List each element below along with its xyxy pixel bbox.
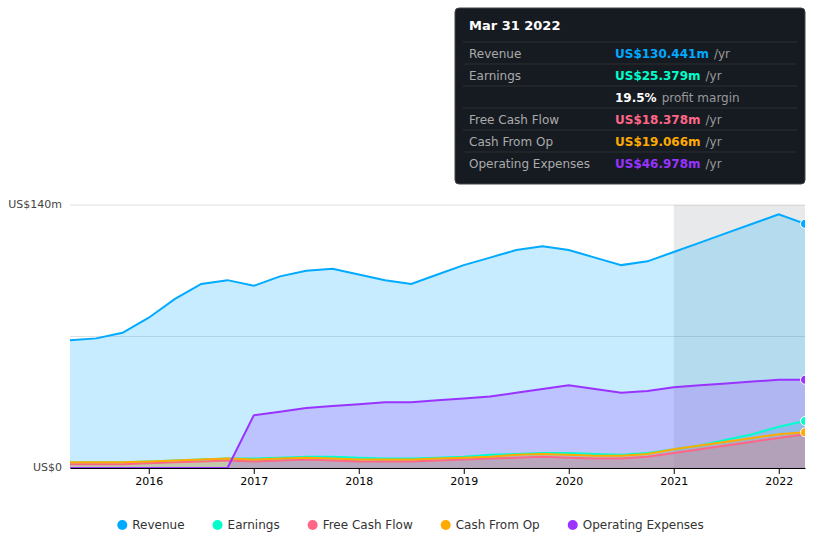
tooltip-suffix: /yr [706, 69, 722, 83]
tooltip-box [455, 8, 805, 184]
legend-swatch [441, 520, 451, 530]
x-tick-label: 2020 [555, 475, 583, 488]
x-tick-mark [149, 468, 150, 474]
area [70, 214, 805, 468]
x-tick: 2021 [660, 468, 688, 488]
legend-swatch [213, 520, 223, 530]
legend-item: Free Cash Flow [308, 518, 413, 532]
x-tick-label: 2022 [765, 475, 793, 488]
legend: Revenue Earnings Free Cash Flow Cash From O… [117, 518, 703, 532]
x-tick-mark [674, 468, 675, 474]
legend-swatch [117, 520, 127, 530]
tooltip-suffix: /yr [714, 47, 730, 61]
tooltip-label: Earnings [469, 69, 521, 83]
line [70, 421, 805, 462]
x-tick: 2016 [135, 468, 163, 488]
x-tick-label: 2017 [240, 475, 268, 488]
tooltip-label: Operating Expenses [469, 157, 590, 171]
separator [463, 108, 797, 109]
legend-label: Cash From Op [456, 518, 540, 532]
separator [463, 130, 797, 131]
x-tick-mark [254, 468, 255, 474]
end-marker [801, 219, 806, 228]
x-tick: 2017 [240, 468, 268, 488]
x-tick-mark [464, 468, 465, 474]
line [70, 214, 805, 340]
tooltip-suffix: /yr [706, 135, 722, 149]
tooltip-title: Mar 31 2022 [469, 18, 560, 33]
tooltip-label: Cash From Op [469, 135, 553, 149]
tooltip-suffix: profit margin [662, 91, 740, 105]
legend-label: Earnings [228, 518, 280, 532]
x-axis-line [71, 468, 806, 469]
x-tick-mark [779, 468, 780, 474]
tooltip-value: US$18.378m [615, 113, 701, 127]
legend-item: Earnings [213, 518, 280, 532]
tooltip-value: US$19.066m [615, 135, 701, 149]
separator [463, 86, 797, 87]
grid [70, 205, 805, 468]
tooltip-value: US$25.379m [615, 69, 701, 83]
tooltip-value: 19.5% [615, 91, 657, 105]
value-label: US$140m [8, 198, 62, 211]
legend-item: Revenue [117, 518, 184, 532]
legend-label: Revenue [132, 518, 184, 532]
line [70, 380, 805, 468]
x-tick-label: 2018 [345, 475, 373, 488]
separator [463, 42, 797, 43]
tooltip-value: US$46.978m [615, 157, 701, 171]
end-marker [801, 375, 806, 384]
tooltip-label: Revenue [469, 47, 521, 61]
tooltip-label: Free Cash Flow [469, 113, 559, 127]
tooltip-suffix: /yr [706, 157, 722, 171]
tooltip-value: US$130.441m [615, 47, 709, 61]
value-label: US$0 [33, 461, 62, 474]
x-tick-mark [569, 468, 570, 474]
x-tick: 2020 [555, 468, 583, 488]
legend-label: Operating Expenses [583, 518, 704, 532]
x-tick-label: 2019 [450, 475, 478, 488]
legend-item: Operating Expenses [568, 518, 704, 532]
x-tick: 2018 [345, 468, 373, 488]
legend-swatch [568, 520, 578, 530]
x-tick-label: 2016 [135, 475, 163, 488]
end-marker [801, 428, 806, 437]
x-tick: 2022 [765, 468, 793, 488]
x-axis: 2016 2017 2018 2019 2020 2021 2022 [71, 468, 806, 488]
separator [463, 64, 797, 65]
legend-item: Cash From Op [441, 518, 540, 532]
area [70, 380, 805, 468]
x-tick-label: 2021 [660, 475, 688, 488]
x-tick: 2019 [450, 468, 478, 488]
line [70, 432, 805, 462]
tooltip: Mar 31 2022 Revenue US$130.441m/yr Earnings… [455, 8, 805, 184]
x-tick-mark [359, 468, 360, 474]
tooltip-suffix: /yr [706, 113, 722, 127]
legend-swatch [308, 520, 318, 530]
legend-label: Free Cash Flow [323, 518, 413, 532]
end-marker [801, 417, 806, 426]
separator [463, 152, 797, 153]
chart: 2016 2017 2018 2019 2020 2021 2022 US$140m US$0 M… [0, 0, 821, 560]
plot-area [70, 205, 805, 468]
